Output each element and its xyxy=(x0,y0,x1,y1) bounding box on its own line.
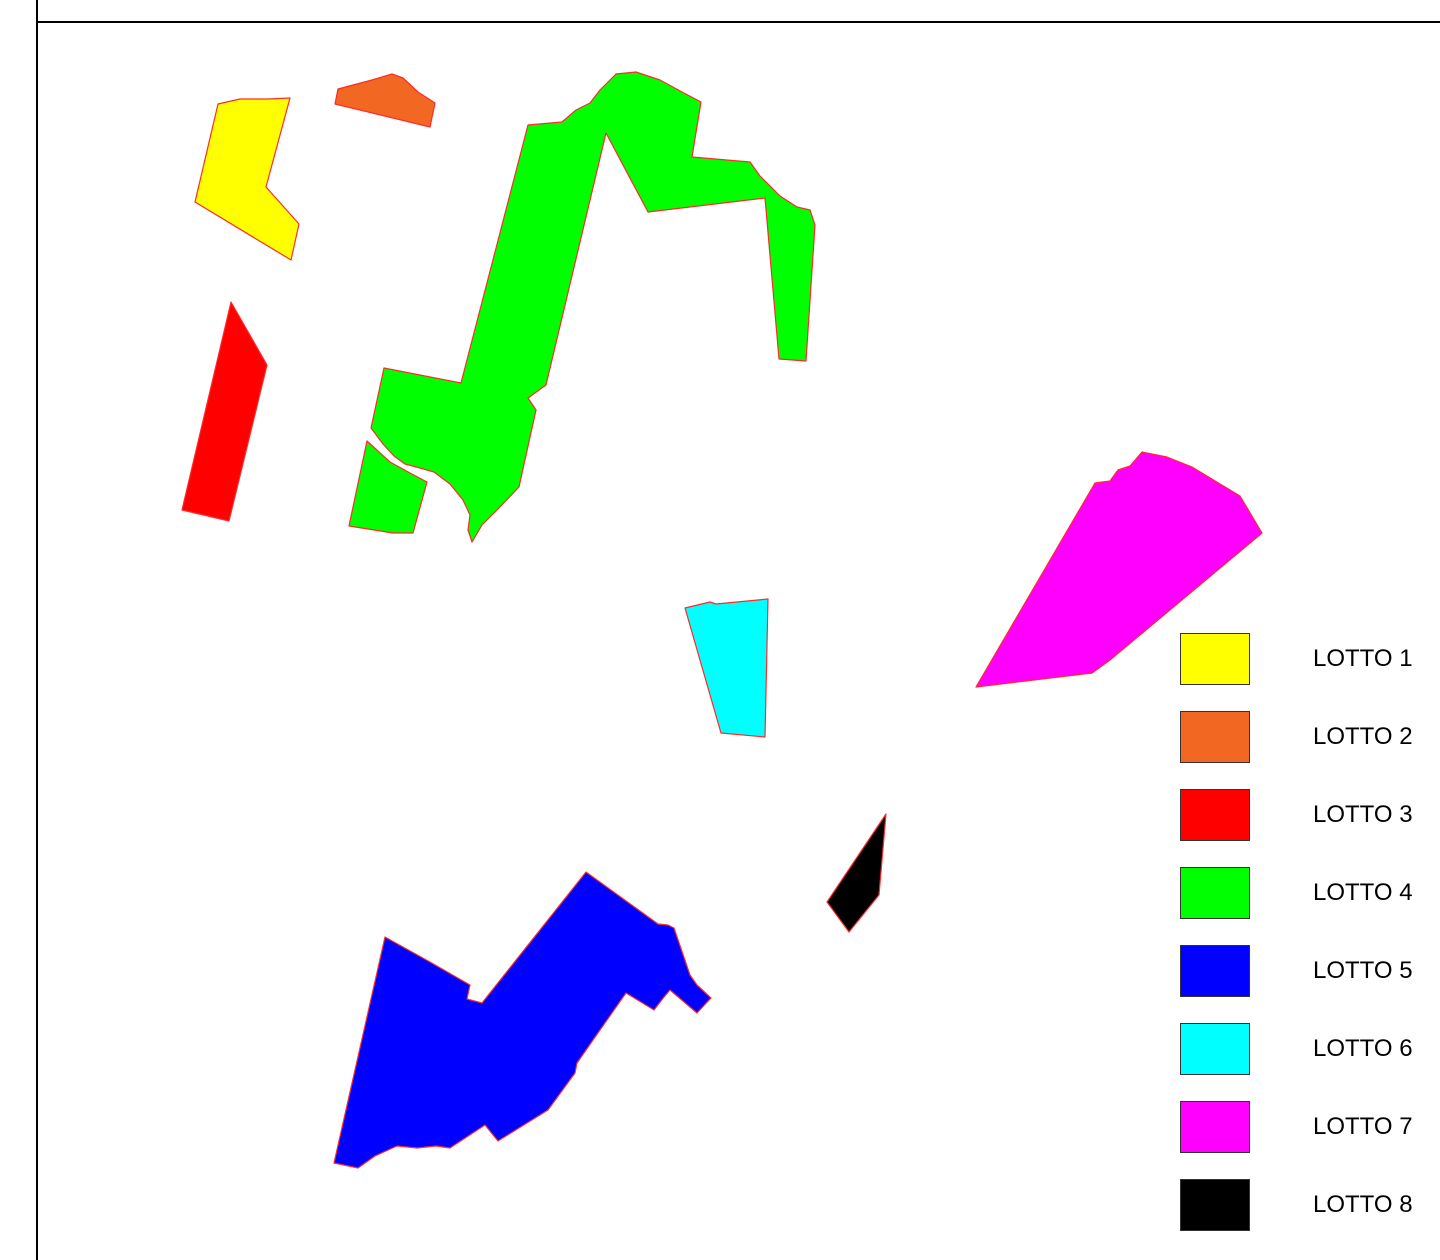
legend-label-lotto-7: LOTTO 7 xyxy=(1313,1113,1413,1140)
parcel-lotto-2 xyxy=(334,73,436,128)
legend-label-lotto-6: LOTTO 6 xyxy=(1313,1035,1413,1062)
parcel-lotto-3 xyxy=(181,301,268,522)
parcel-lotto-4-main xyxy=(370,71,816,543)
parcel-lotto-1 xyxy=(194,97,300,261)
legend-swatch-lotto-2 xyxy=(1180,711,1250,763)
legend-swatch-lotto-8 xyxy=(1180,1179,1250,1231)
parcel-lotto-8 xyxy=(826,813,887,933)
legend-label-lotto-1: LOTTO 1 xyxy=(1313,645,1413,672)
legend-label-lotto-4: LOTTO 4 xyxy=(1313,879,1413,906)
parcel-lotto-5 xyxy=(333,871,712,1169)
legend-swatch-lotto-4 xyxy=(1180,867,1250,919)
legend-label-lotto-3: LOTTO 3 xyxy=(1313,801,1413,828)
parcel-lotto-6 xyxy=(684,598,769,738)
legend-swatch-lotto-1 xyxy=(1180,633,1250,685)
legend-swatch-lotto-6 xyxy=(1180,1023,1250,1075)
legend-label-lotto-5: LOTTO 5 xyxy=(1313,957,1413,984)
legend-swatch-lotto-3 xyxy=(1180,789,1250,841)
parcel-lotto-7 xyxy=(975,451,1263,688)
legend-swatch-lotto-7 xyxy=(1180,1101,1250,1153)
legend-swatch-lotto-5 xyxy=(1180,945,1250,997)
legend-label-lotto-8: LOTTO 8 xyxy=(1313,1191,1413,1218)
legend-label-lotto-2: LOTTO 2 xyxy=(1313,723,1413,750)
parcel-lotto-4-small xyxy=(348,440,428,534)
